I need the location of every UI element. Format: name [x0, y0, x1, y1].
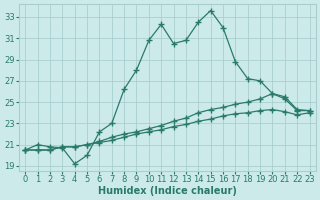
X-axis label: Humidex (Indice chaleur): Humidex (Indice chaleur)	[98, 186, 237, 196]
